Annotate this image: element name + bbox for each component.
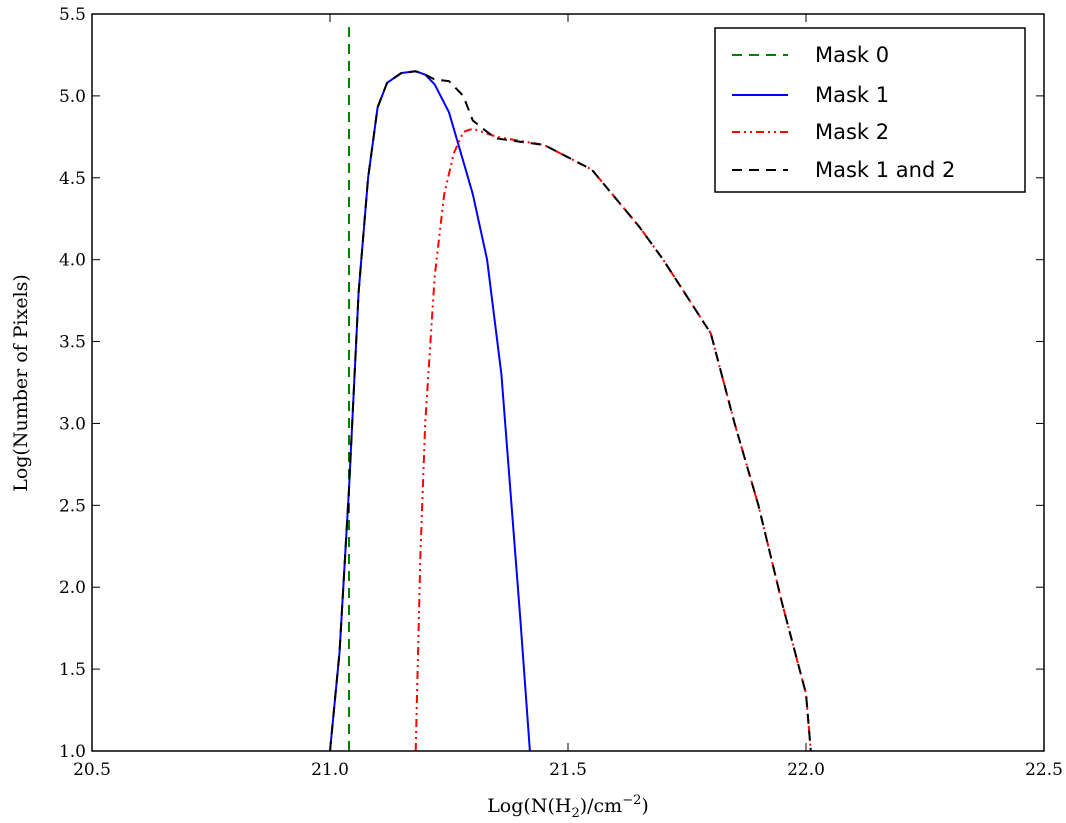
legend-label-mask-2: Mask 2: [815, 120, 889, 144]
y-tick-label: 4.5: [59, 169, 86, 189]
tick-layer: 20.5 21.0 21.5 22.0 22.5 1.0 1.5 2.0 2.5 3.0 3.5 4.…: [59, 5, 1063, 780]
x-tick-label: 20.5: [73, 760, 111, 780]
y-axis-label: Log(Number of Pixels): [10, 274, 32, 492]
legend: Mask 0 Mask 1 Mask 2 Mask 1 and 2: [714, 27, 1026, 193]
series-line-mask-2: [414, 127, 812, 751]
series-layer: [329, 27, 812, 751]
y-tick-label: 4.0: [59, 251, 86, 271]
legend-label-mask-1-and-2: Mask 1 and 2: [815, 158, 955, 182]
series-line-mask-1-and-2: [329, 70, 812, 751]
legend-label-mask-1: Mask 1: [815, 83, 889, 107]
y-tick-label: 2.0: [59, 578, 86, 598]
y-tick-label: 5.5: [59, 5, 86, 25]
y-tick-label: 3.0: [59, 414, 86, 434]
y-tick-label: 1.5: [59, 660, 86, 680]
series-line-mask-1: [329, 70, 531, 751]
y-tick-label: 2.5: [59, 496, 86, 516]
y-tick-label: 3.5: [59, 333, 86, 353]
x-tick-label: 22.0: [787, 760, 825, 780]
x-tick-label: 22.5: [1025, 760, 1063, 780]
x-tick-label: 21.5: [549, 760, 587, 780]
legend-label-mask-0: Mask 0: [815, 43, 889, 67]
x-tick-label: 21.0: [311, 760, 349, 780]
y-tick-label: 5.0: [59, 87, 86, 107]
y-tick-label: 1.0: [59, 742, 86, 762]
x-axis-label: Log(N(H2)/cm−2): [487, 793, 649, 821]
